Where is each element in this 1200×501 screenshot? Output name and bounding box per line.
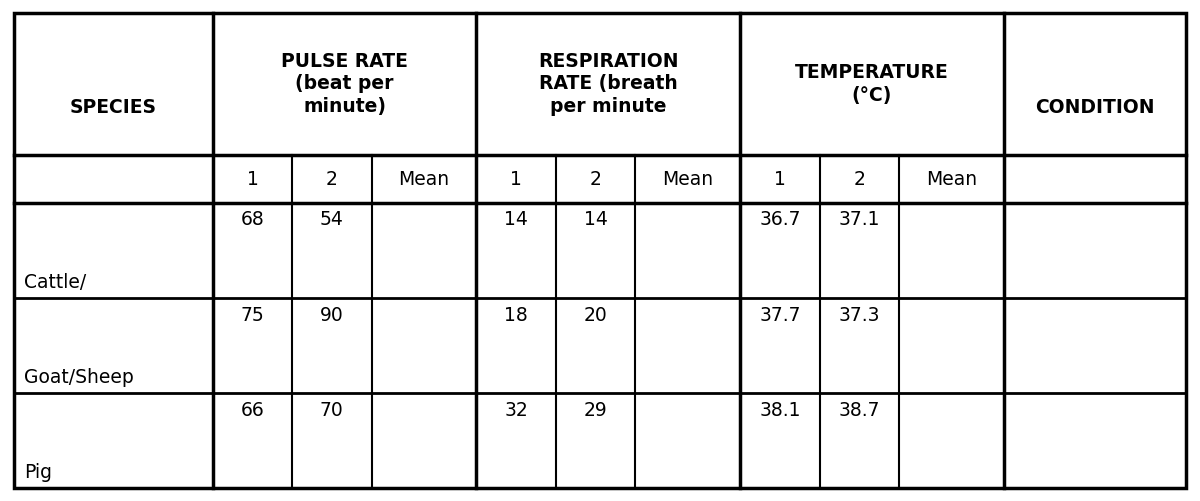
Text: 29: 29 [583, 401, 607, 420]
Text: 66: 66 [241, 401, 264, 420]
Text: 90: 90 [320, 306, 343, 325]
Text: PULSE RATE
(beat per
minute): PULSE RATE (beat per minute) [281, 52, 408, 116]
Text: 68: 68 [241, 210, 264, 229]
Text: Pig: Pig [24, 463, 52, 482]
Text: Mean: Mean [925, 170, 977, 188]
Text: 2: 2 [326, 170, 337, 188]
Text: TEMPERATURE
(°C): TEMPERATURE (°C) [796, 63, 949, 105]
Text: 37.3: 37.3 [839, 306, 880, 325]
Text: Goat/Sheep: Goat/Sheep [24, 368, 133, 387]
Text: 14: 14 [583, 210, 607, 229]
Text: 54: 54 [320, 210, 343, 229]
Text: 38.7: 38.7 [839, 401, 880, 420]
Text: 2: 2 [589, 170, 601, 188]
Text: 20: 20 [583, 306, 607, 325]
Text: 37.7: 37.7 [760, 306, 800, 325]
Text: 1: 1 [246, 170, 258, 188]
Text: CONDITION: CONDITION [1034, 98, 1154, 117]
Text: SPECIES: SPECIES [70, 98, 157, 117]
Text: RESPIRATION
RATE (breath
per minute: RESPIRATION RATE (breath per minute [538, 52, 678, 116]
Text: 75: 75 [241, 306, 264, 325]
Text: 2: 2 [853, 170, 865, 188]
Text: 1: 1 [774, 170, 786, 188]
Text: Cattle/: Cattle/ [24, 273, 86, 292]
Text: 38.1: 38.1 [760, 401, 800, 420]
Text: 36.7: 36.7 [760, 210, 800, 229]
Text: 70: 70 [320, 401, 343, 420]
Text: 32: 32 [504, 401, 528, 420]
Text: 14: 14 [504, 210, 528, 229]
Text: 37.1: 37.1 [839, 210, 880, 229]
Text: Mean: Mean [398, 170, 450, 188]
Text: Mean: Mean [662, 170, 713, 188]
Text: 1: 1 [510, 170, 522, 188]
Text: 18: 18 [504, 306, 528, 325]
